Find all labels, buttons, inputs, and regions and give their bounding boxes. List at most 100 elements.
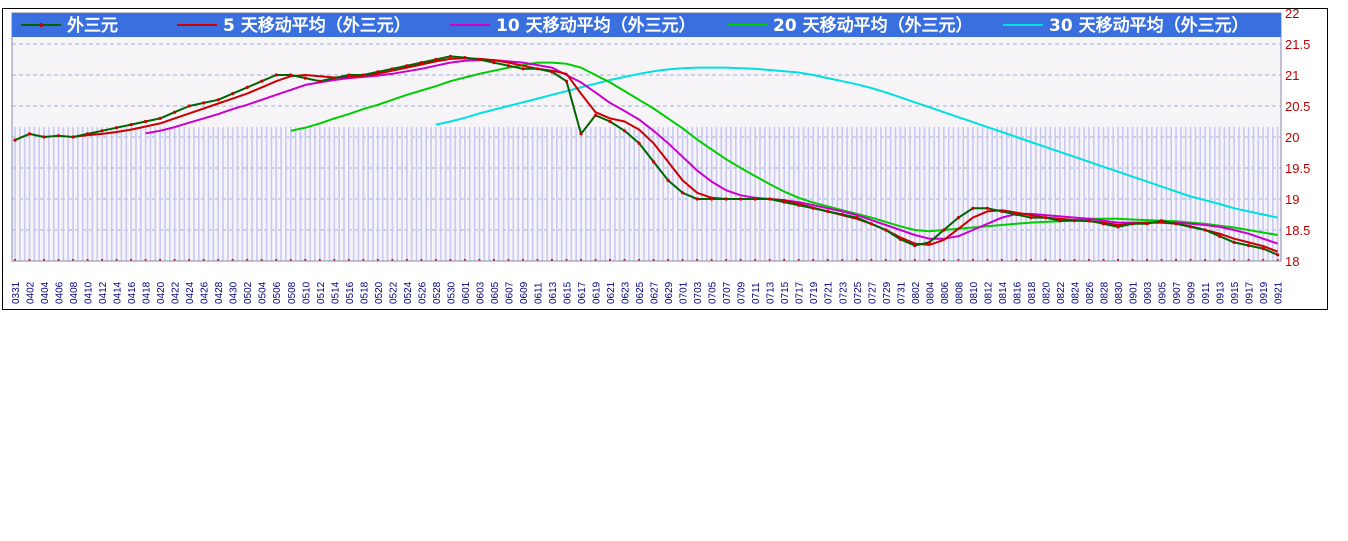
- data-point: [434, 57, 438, 62]
- x-tick-label: 0512: [316, 281, 327, 304]
- baseline-marker: [942, 259, 945, 261]
- baseline-marker: [710, 259, 713, 261]
- legend: 外三元 5 天移动平均（外三元） 10 天移动平均（外三元） 20 天移动平均（外三元…: [21, 15, 1249, 36]
- x-tick-label: 0629: [664, 281, 675, 304]
- x-tick-label: 0524: [403, 281, 414, 304]
- data-point: [1014, 212, 1019, 217]
- legend-label: 30 天移动平均（外三元）: [1049, 15, 1249, 36]
- data-point: [419, 61, 423, 65]
- x-tick-label: 0709: [737, 281, 748, 304]
- x-tick-label: 0911: [1201, 282, 1212, 304]
- data-point: [1087, 219, 1091, 223]
- baseline-marker: [1218, 259, 1221, 261]
- x-tick-label: 0418: [142, 281, 153, 304]
- data-point: [477, 57, 482, 62]
- data-point: [1072, 219, 1077, 223]
- baseline-marker: [231, 259, 234, 261]
- x-tick-label: 0828: [1100, 281, 1111, 304]
- data-point: [651, 160, 656, 164]
- x-tick-label: 0613: [548, 281, 559, 304]
- x-axis: 0331 0402 0404 0406 0408 0410 0412 0414 0416 0418…: [11, 281, 1285, 304]
- y-tick-label: 19.5: [1285, 161, 1310, 176]
- x-tick-label: 0530: [446, 281, 457, 304]
- x-tick-label: 0621: [606, 281, 617, 304]
- data-point: [1203, 228, 1207, 232]
- data-point: [13, 138, 17, 142]
- data-point: [884, 228, 888, 232]
- x-tick-label: 0808: [954, 281, 965, 304]
- baseline-marker: [812, 259, 815, 261]
- chart-frame: 外三元 5 天移动平均（外三元） 10 天移动平均（外三元） 20 天移动平均（外三元…: [2, 8, 1328, 310]
- x-tick-label: 0721: [824, 281, 835, 304]
- x-tick-label: 0731: [896, 281, 907, 304]
- data-point: [985, 206, 989, 210]
- baseline-marker: [667, 259, 670, 261]
- baseline-marker: [609, 259, 612, 261]
- baseline-marker: [565, 259, 568, 261]
- baseline-marker: [783, 259, 786, 261]
- data-point: [1116, 225, 1120, 229]
- x-tick-label: 0729: [882, 281, 893, 304]
- baseline-marker: [333, 259, 336, 261]
- data-point: [1159, 219, 1164, 223]
- series-line: [145, 59, 1279, 245]
- data-point: [942, 228, 946, 232]
- data-point: [971, 206, 975, 210]
- x-tick-label: 0504: [258, 281, 269, 304]
- data-point: [710, 197, 714, 201]
- data-point: [303, 76, 307, 80]
- x-tick-label: 0804: [925, 281, 936, 304]
- baseline-marker: [478, 259, 481, 261]
- x-tick-label: 0424: [185, 281, 196, 304]
- baseline-marker: [1189, 259, 1192, 261]
- x-tick-label: 0725: [853, 281, 864, 304]
- x-tick-label: 0518: [359, 281, 370, 304]
- baseline-marker: [754, 259, 757, 261]
- data-point: [1247, 243, 1251, 248]
- y-axis: 18 18.5 19 19.5 20 20.5 21 21.5 22: [1285, 9, 1310, 269]
- baseline-marker: [1146, 259, 1149, 261]
- baseline-marker: [376, 259, 379, 261]
- x-tick-label: 0917: [1245, 281, 1256, 304]
- data-point: [913, 243, 917, 248]
- x-tick-label: 0727: [867, 281, 878, 304]
- x-tick-label: 0617: [577, 281, 588, 304]
- x-tick-label: 0826: [1085, 281, 1096, 304]
- data-point: [376, 70, 380, 74]
- baseline-marker: [449, 259, 452, 261]
- data-point: [1261, 247, 1265, 251]
- x-tick-label: 0903: [1143, 281, 1154, 304]
- x-tick-label: 0402: [26, 281, 37, 304]
- data-point: [608, 119, 612, 124]
- legend-label: 20 天移动平均（外三元）: [773, 15, 973, 36]
- x-tick-label: 0723: [838, 281, 849, 304]
- baseline-marker: [1058, 259, 1061, 261]
- x-tick-label: 0420: [156, 281, 167, 304]
- baseline-marker: [550, 259, 553, 261]
- x-tick-label: 0703: [693, 281, 704, 304]
- x-tick-label: 0627: [650, 281, 661, 304]
- baseline-marker: [217, 259, 220, 261]
- baseline-marker: [971, 259, 974, 261]
- data-point: [782, 200, 786, 204]
- baseline-marker: [507, 259, 510, 261]
- x-tick-label: 0502: [243, 281, 254, 304]
- data-point: [231, 92, 235, 96]
- x-tick-label: 0915: [1230, 281, 1241, 304]
- baseline-marker: [884, 259, 887, 261]
- data-point: [855, 216, 859, 220]
- data-point: [1188, 225, 1193, 229]
- x-tick-label: 0711: [751, 282, 762, 304]
- x-tick-label: 0520: [374, 281, 385, 304]
- series-line: [290, 61, 1278, 236]
- baseline-marker: [1073, 259, 1076, 261]
- baseline-marker: [347, 259, 350, 261]
- data-point: [56, 134, 61, 138]
- data-point: [579, 132, 583, 136]
- data-point: [1276, 253, 1280, 257]
- baseline-marker: [115, 259, 118, 261]
- data-point: [637, 141, 641, 145]
- x-tick-label: 0619: [592, 281, 603, 304]
- chart: 外三元 5 天移动平均（外三元） 10 天移动平均（外三元） 20 天移动平均（外三元…: [11, 9, 1310, 304]
- data-point: [1232, 240, 1236, 244]
